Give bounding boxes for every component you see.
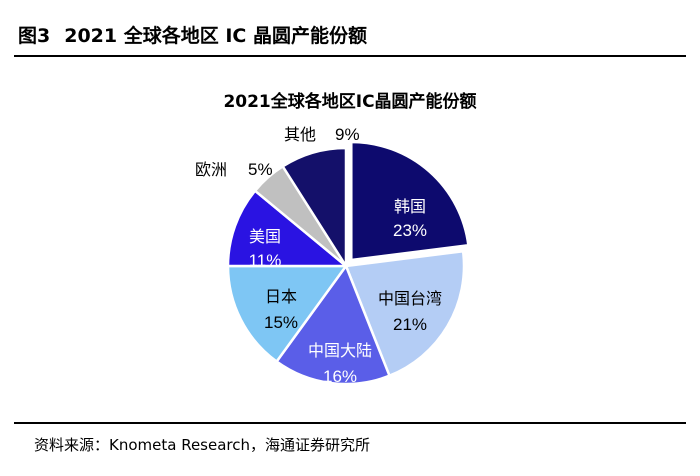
figure-title: 2021 全球各地区 IC 晶圆产能份额 xyxy=(64,25,367,47)
chart-title: 2021全球各地区IC晶圆产能份额 xyxy=(223,91,476,112)
pie-slice-4 xyxy=(226,189,348,268)
slice-value-4: 11% xyxy=(249,251,282,270)
pie-slice-0 xyxy=(350,140,470,262)
header-rule xyxy=(14,55,686,57)
slice-label-0: 韩国 xyxy=(394,197,426,216)
slice-value-2: 16% xyxy=(323,367,357,386)
source-note: 资料来源：Knometa Research，海通证券研究所 xyxy=(34,436,371,454)
pie-labels: 韩国 23% 中国台湾 21% 中国大陆 16% 日本 15% 美国 11% 欧洲 5% 其他 9% xyxy=(195,125,442,386)
figure-number: 图3 xyxy=(18,25,51,47)
pie-slice-2 xyxy=(275,264,391,386)
slice-label-4: 美国 xyxy=(249,227,281,246)
slice-value-3: 15% xyxy=(264,313,298,332)
slice-label-3: 日本 xyxy=(265,287,297,306)
slice-label-1: 中国台湾 xyxy=(378,289,442,308)
slice-value-5: 5% xyxy=(248,160,273,179)
pie-slice-1 xyxy=(344,249,466,377)
slice-label-6: 其他 xyxy=(284,125,316,144)
pie-slices xyxy=(226,140,470,386)
pie-slice-6 xyxy=(281,146,348,268)
slice-label-5: 欧洲 xyxy=(195,160,227,179)
figure-header: 图3 2021 全球各地区 IC 晶圆产能份额 xyxy=(18,24,682,48)
pie-slice-3 xyxy=(226,264,348,363)
slice-value-0: 23% xyxy=(393,221,427,240)
slice-value-1: 21% xyxy=(393,315,427,334)
slice-value-6: 9% xyxy=(335,125,360,144)
footer-rule xyxy=(14,422,686,424)
slice-label-2: 中国大陆 xyxy=(308,341,372,360)
